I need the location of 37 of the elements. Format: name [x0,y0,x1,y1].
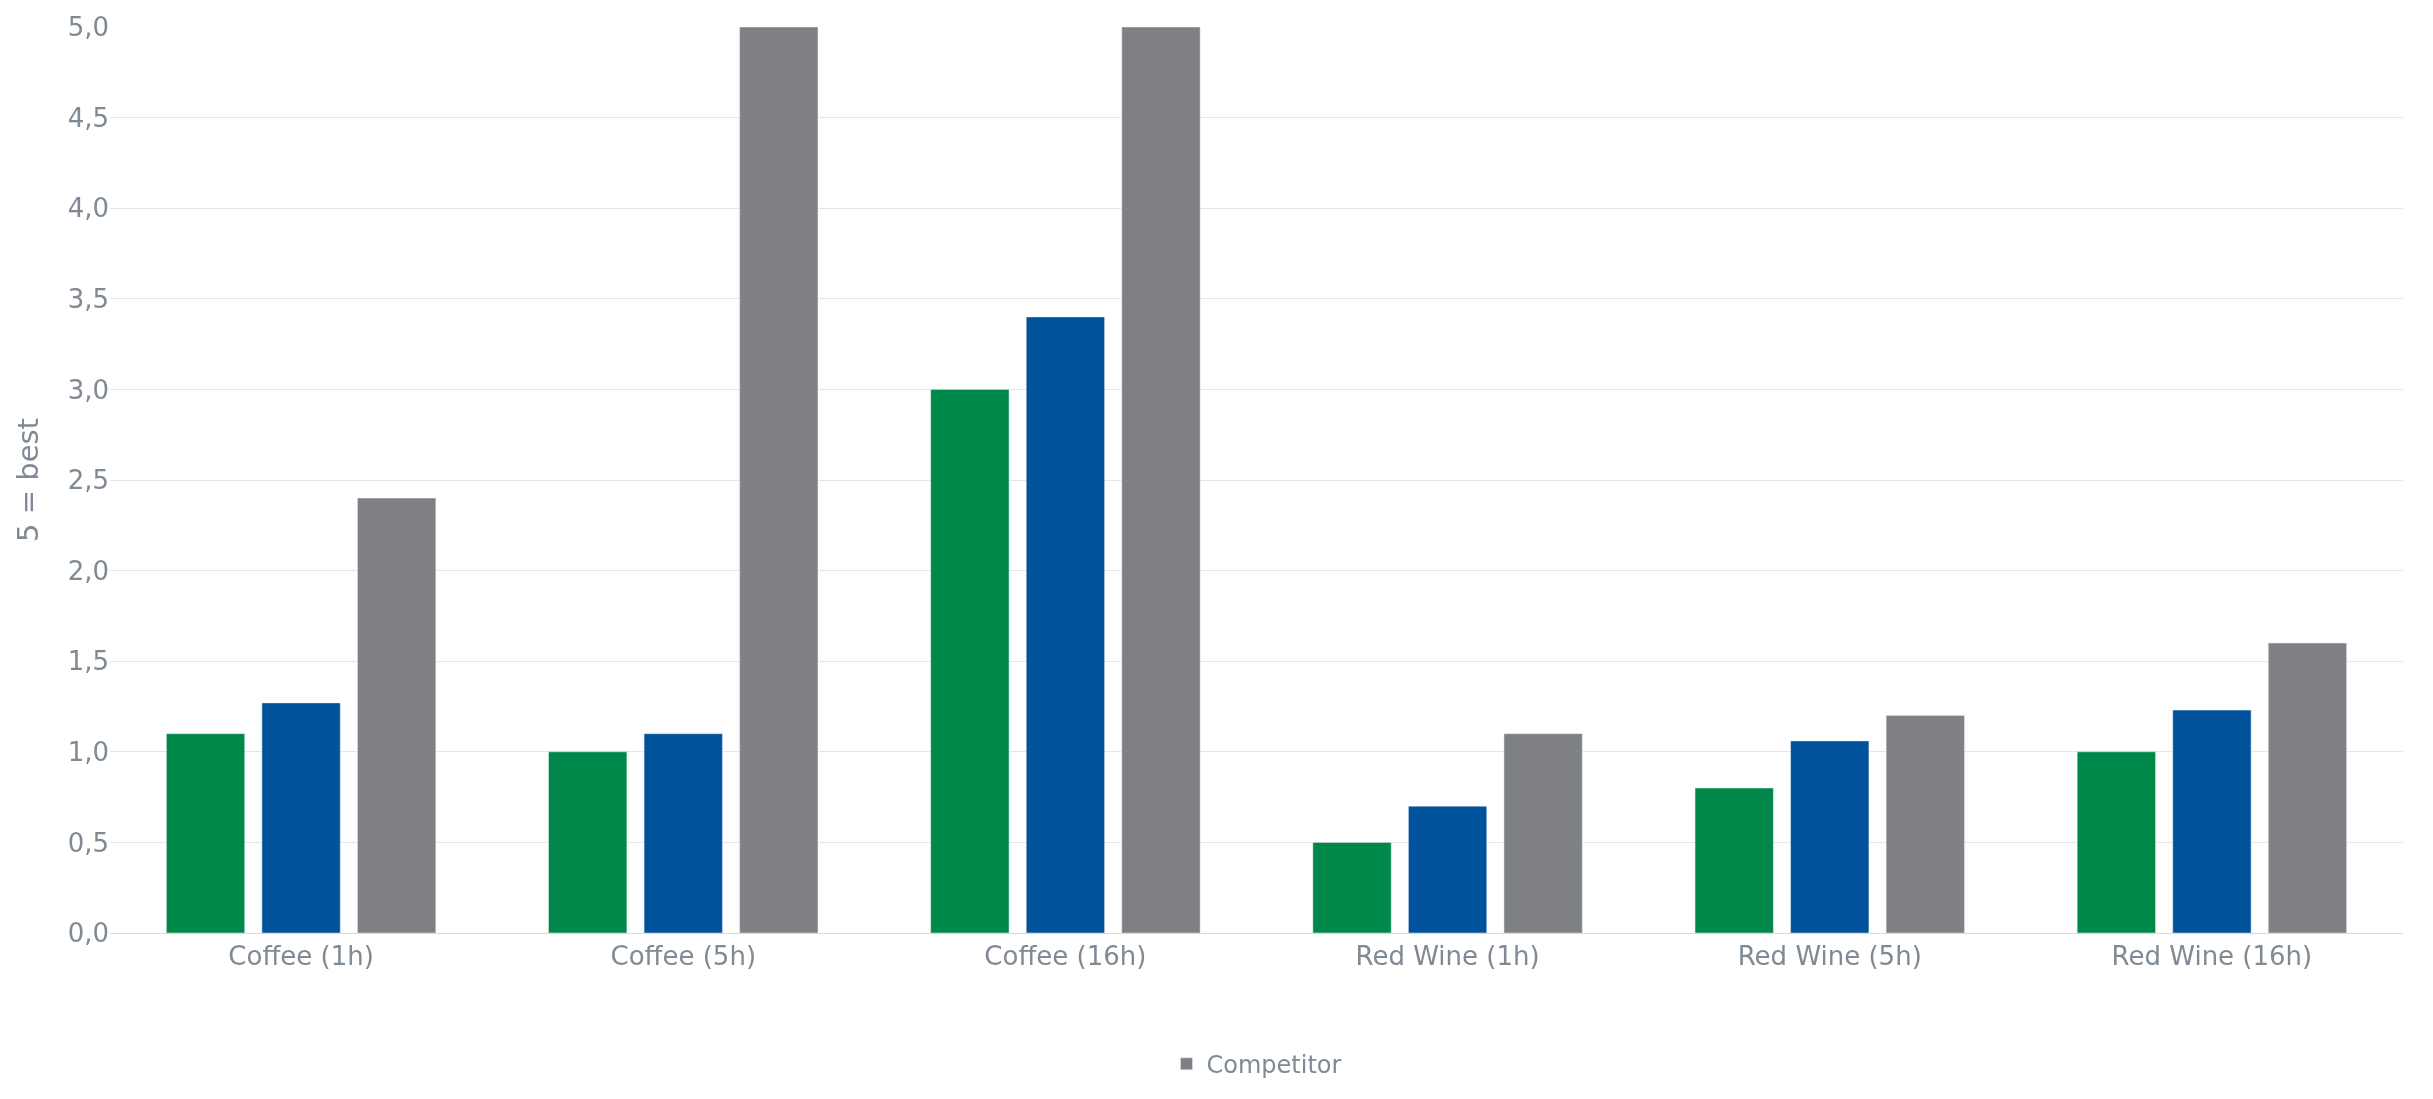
bar [2076,751,2156,933]
x-tick-label: Coffee (1h) [228,941,374,972]
bar [357,497,437,933]
bar [2172,709,2252,933]
bar [1312,842,1392,933]
y-tick-label: 2,0 [67,555,109,586]
bar [930,389,1010,933]
x-tick-label: Red Wine (1h) [1355,941,1540,972]
bar [1694,787,1774,933]
y-axis-title: 5 = best [10,418,45,542]
y-tick-label: 0,5 [67,827,109,858]
y-tick-label: 0,0 [67,918,109,949]
bar [1025,316,1105,933]
y-tick-label: 4,0 [67,193,109,224]
y-tick-label: 1,0 [67,736,109,767]
x-tick-label: Coffee (16h) [984,941,1147,972]
legend-label: Competitor [1206,1051,1342,1080]
y-tick-label: 3,0 [67,374,109,405]
x-tick-label: Red Wine (5h) [1737,941,1922,972]
y-tick-label: 4,5 [67,102,109,133]
bar [643,733,723,933]
bar [739,27,819,933]
x-tick-label: Coffee (5h) [610,941,757,972]
bar [1885,715,1965,933]
bar [261,702,341,933]
y-tick-label: 1,5 [67,646,109,677]
x-tick-label: Red Wine (16h) [2111,941,2313,972]
bar [1503,733,1583,933]
bar [1408,805,1488,933]
y-tick-label: 2,5 [67,465,109,496]
bar [166,733,245,933]
bar [1790,740,1870,933]
bar [548,751,628,933]
bar [1121,27,1201,933]
y-tick-label: 3,5 [67,283,109,314]
bar [2268,642,2347,933]
y-tick-label: 5,0 [67,12,109,43]
